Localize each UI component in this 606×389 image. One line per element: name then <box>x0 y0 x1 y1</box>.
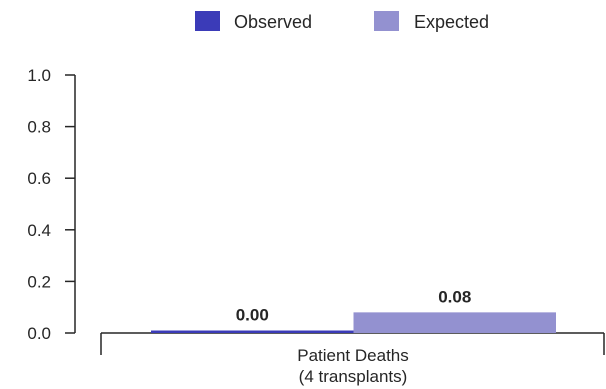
category-label: Patient Deaths (4 transplants) <box>297 346 409 386</box>
data-label-observed: 0.00 <box>236 306 269 325</box>
category-label-line: (4 transplants) <box>299 367 408 386</box>
bar-expected <box>353 312 556 333</box>
data-label-expected: 0.08 <box>438 287 471 306</box>
category-labels: Patient Deaths (4 transplants) <box>297 346 409 386</box>
y-tick-label: 0.2 <box>27 272 51 291</box>
y-tick-label: 0.8 <box>27 118 51 137</box>
y-axis: 0.0 0.2 0.4 0.6 0.8 1.0 <box>27 66 76 343</box>
legend-swatch-expected <box>374 11 399 31</box>
legend-swatch-observed <box>195 11 220 31</box>
y-tick-label: 0.6 <box>27 169 51 188</box>
legend-label-expected: Expected <box>414 12 489 32</box>
bars <box>151 312 556 333</box>
y-tick-label: 0.0 <box>27 324 51 343</box>
bar-observed <box>151 330 354 333</box>
y-tick-label: 0.4 <box>27 221 51 240</box>
legend: Observed Expected <box>195 11 489 32</box>
category-label-line: Patient Deaths <box>297 346 409 365</box>
legend-label-observed: Observed <box>234 12 312 32</box>
y-tick-label: 1.0 <box>27 66 51 85</box>
data-labels: 0.00 0.08 <box>236 287 472 324</box>
